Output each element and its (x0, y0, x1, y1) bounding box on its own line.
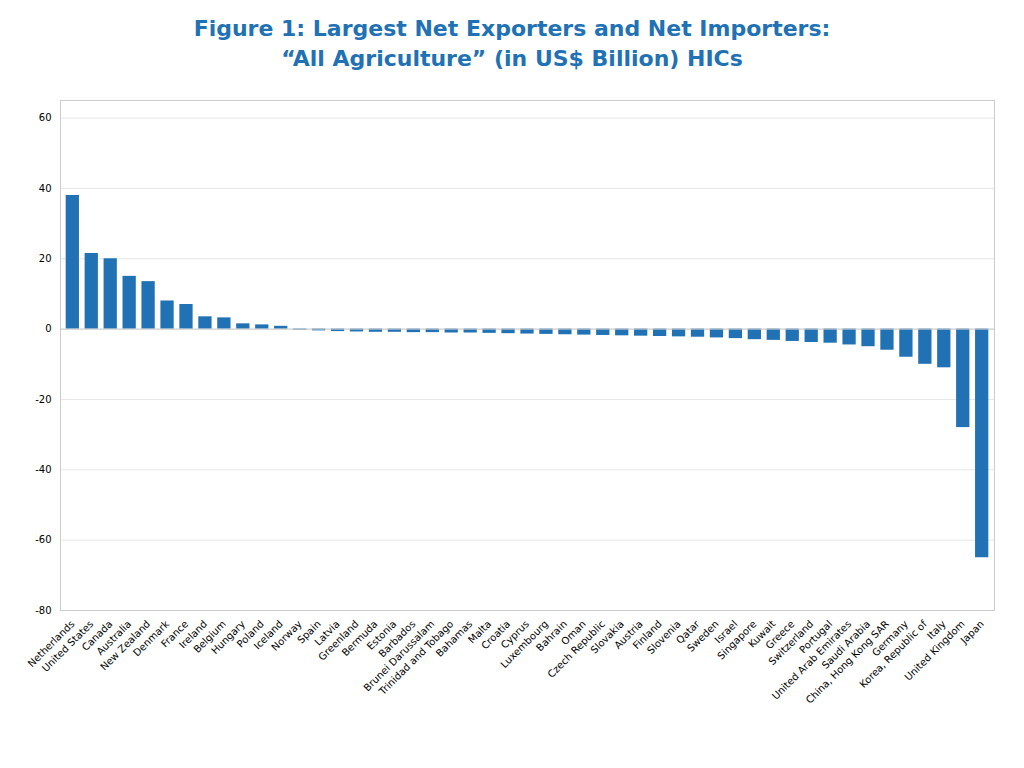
svg-text:Israel: Israel (712, 618, 740, 646)
svg-text:Greece: Greece (763, 618, 797, 652)
svg-text:France: France (158, 618, 191, 650)
svg-text:-80: -80 (35, 605, 51, 616)
svg-text:Denmark: Denmark (130, 618, 172, 659)
svg-text:Germany: Germany (869, 618, 911, 659)
svg-text:-60: -60 (35, 534, 51, 545)
svg-text:0: 0 (45, 323, 51, 334)
svg-text:Cyprus: Cyprus (498, 618, 532, 651)
svg-text:Bahrain: Bahrain (533, 618, 570, 654)
svg-text:Spain: Spain (295, 618, 323, 646)
html-text:Figure 1: Largest Net Exporter: Figure 1: Largest Net Exporters and Net … (193, 16, 831, 41)
svg-text:Brunei Darussalam: Brunei Darussalam (361, 618, 437, 694)
svg-text:Slovenia: Slovenia (644, 618, 683, 657)
svg-text:Netherlands: Netherlands (25, 618, 77, 670)
svg-text:Saudi Arabia: Saudi Arabia (819, 618, 873, 671)
svg-text:Japan: Japan (958, 618, 986, 646)
svg-text:40: 40 (39, 183, 52, 194)
svg-text:Poland: Poland (234, 618, 266, 650)
svg-text:New Zealand: New Zealand (98, 618, 153, 673)
svg-text:Croatia: Croatia (479, 618, 513, 652)
svg-text:Ireland: Ireland (176, 618, 210, 651)
svg-text:United States: United States (39, 618, 96, 674)
svg-text:Latvia: Latvia (312, 618, 342, 648)
svg-text:-40: -40 (35, 464, 51, 475)
svg-text:Kuwait: Kuwait (746, 618, 778, 650)
svg-text:Oman: Oman (559, 618, 588, 648)
svg-text:Greenland: Greenland (316, 618, 361, 663)
svg-text:60: 60 (39, 112, 52, 123)
svg-text:Sweden: Sweden (684, 618, 721, 654)
svg-text:Qatar: Qatar (674, 618, 702, 646)
svg-text:Singapore: Singapore (715, 618, 759, 662)
svg-text:Switzerland: Switzerland (766, 618, 816, 668)
svg-text:Malta: Malta (466, 618, 494, 646)
svg-text:Czech Republic: Czech Republic (545, 618, 607, 680)
svg-text:Slovakia: Slovakia (588, 618, 626, 656)
svg-text:20: 20 (39, 253, 52, 264)
svg-text:Iceland: Iceland (251, 618, 285, 652)
svg-text:Italy: Italy (924, 618, 948, 642)
svg-text:-20: -20 (35, 394, 51, 405)
svg-text:Portugal: Portugal (797, 618, 835, 656)
svg-text:Norway: Norway (269, 618, 304, 653)
html-text:“All Agriculture” (in US$ Bill: “All Agriculture” (in US$ Billion) HICs (281, 46, 743, 71)
svg-text:Austria: Austria (612, 618, 645, 651)
svg-text:Luxembourg: Luxembourg (498, 618, 551, 671)
svg-text:China, Hong Kong SAR: China, Hong Kong SAR (803, 618, 892, 706)
svg-text:United Kingdom: United Kingdom (902, 618, 967, 683)
svg-text:Korea, Republic of: Korea, Republic of (857, 618, 929, 690)
svg-text:Hungary: Hungary (209, 618, 247, 657)
svg-text:Barbados: Barbados (376, 618, 418, 660)
svg-text:Canada: Canada (79, 618, 115, 653)
svg-text:Finland: Finland (630, 618, 664, 652)
svg-text:Bermuda: Bermuda (339, 618, 380, 659)
svg-text:United Arab Emirates: United Arab Emirates (769, 618, 854, 702)
svg-text:Trinidad and Tobago: Trinidad and Tobago (376, 618, 455, 697)
svg-text:Bahamas: Bahamas (433, 618, 475, 659)
svg-text:Australia: Australia (94, 618, 134, 658)
svg-text:Belgium: Belgium (191, 618, 229, 655)
svg-text:Estonia: Estonia (364, 618, 399, 652)
